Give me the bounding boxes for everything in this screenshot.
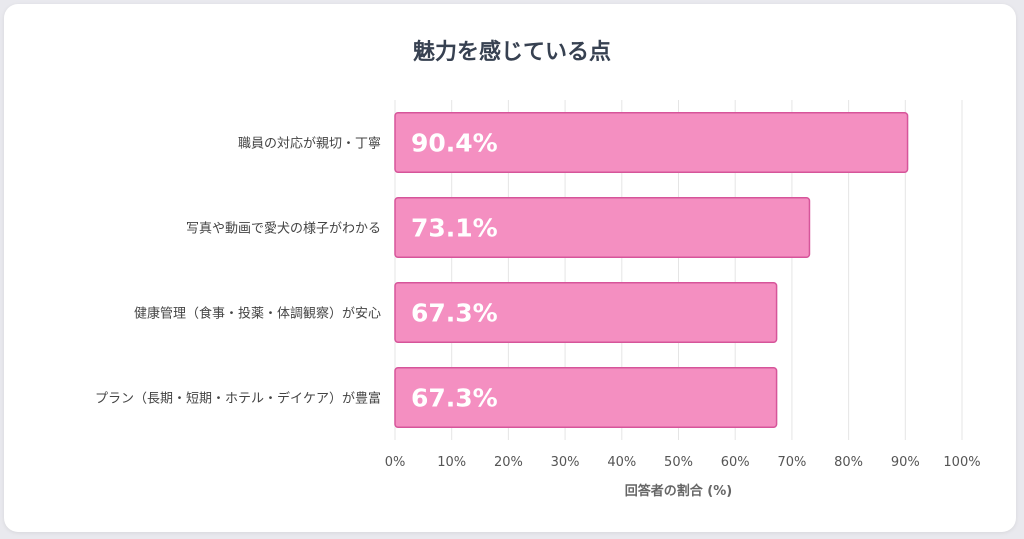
x-tick-label: 20% <box>494 455 523 470</box>
bar-data-label: 67.3% <box>411 299 498 328</box>
chart-card <box>4 4 1016 532</box>
bar <box>394 197 811 258</box>
category-labels: 職員の対応が親切・丁寧写真や動画で愛犬の様子がわかる健康管理（食事・投薬・体調観… <box>95 136 381 407</box>
x-tick-label: 50% <box>664 455 693 470</box>
category-label: 健康管理（食事・投薬・体調観察）が安心 <box>134 306 381 322</box>
x-tick-label: 80% <box>834 455 863 470</box>
x-tick-label: 90% <box>891 455 920 470</box>
category-label: プラン（長期・短期・ホテル・デイケア）が豊富 <box>95 391 381 407</box>
bar-data-label: 73.1% <box>411 214 498 243</box>
chart-title: 魅力を感じている点 <box>412 40 611 65</box>
x-tick-label: 40% <box>607 455 636 470</box>
x-tick-label: 10% <box>437 455 466 470</box>
x-tick-labels: 0% 10% 20% 30% 40% 50% 60% 70% 80% 90% 100% <box>385 455 981 470</box>
bar-data-label: 90.4% <box>411 129 498 158</box>
bar <box>394 367 778 428</box>
x-tick-label: 0% <box>385 455 406 470</box>
x-axis-title: 回答者の割合 (%) <box>625 483 732 499</box>
x-tick-label: 60% <box>721 455 750 470</box>
bar <box>394 282 778 343</box>
category-label: 写真や動画で愛犬の様子がわかる <box>186 222 381 237</box>
x-tick-label: 70% <box>777 455 806 470</box>
bar-data-label: 67.3% <box>411 384 498 413</box>
category-label: 職員の対応が親切・丁寧 <box>238 136 381 152</box>
x-tick-label: 30% <box>551 455 580 470</box>
x-tick-label: 100% <box>943 455 980 470</box>
bars: 90.4% 73.1% 67.3% 67.3% <box>394 112 909 428</box>
bar <box>394 112 909 173</box>
